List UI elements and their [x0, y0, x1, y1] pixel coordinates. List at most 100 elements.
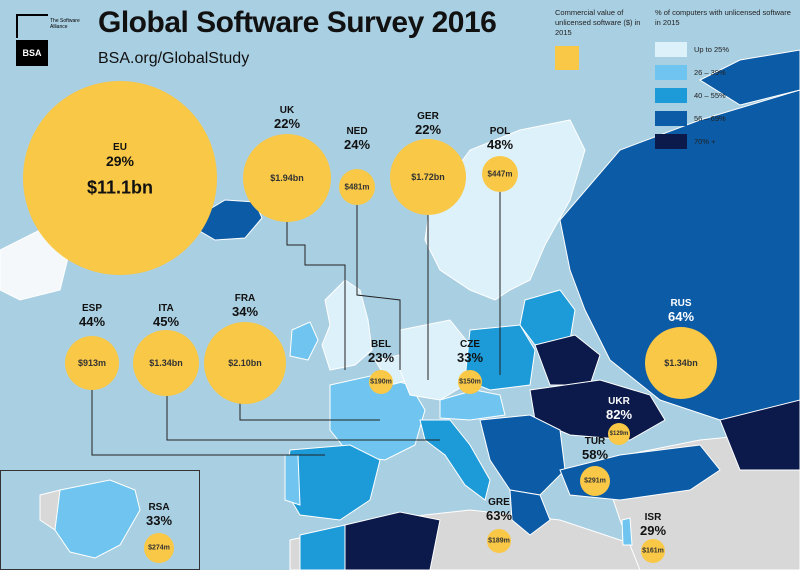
legend-swatch-1	[655, 42, 687, 57]
scandinavia-shape	[424, 119, 586, 301]
region-label-isr: ISR 29%	[640, 512, 666, 538]
region-label-cze: CZE 33%	[457, 339, 483, 365]
region-value: $161m	[642, 547, 664, 555]
region-label-eu: EU 29%	[106, 142, 134, 169]
bubble-rus	[645, 327, 717, 399]
region-pct: 44%	[78, 314, 106, 329]
ita-connector	[166, 395, 440, 441]
region-label-ger: GER 22%	[415, 111, 441, 137]
region-value: $150m	[459, 378, 481, 386]
uk-shape	[321, 279, 373, 371]
ireland-shape	[289, 321, 319, 361]
region-code: ESP	[81, 303, 102, 314]
region-code: RUS	[670, 298, 692, 309]
region-pct: 29%	[639, 523, 667, 538]
region-value: $2.10bn	[228, 358, 262, 368]
bubble-gre	[487, 529, 511, 553]
region-label-fra: FRA 34%	[232, 293, 258, 319]
region-pct: 33%	[456, 350, 484, 365]
region-code: ISR	[644, 512, 662, 523]
region-pct: 33%	[145, 513, 173, 528]
legend-swatch-4	[655, 111, 687, 126]
region-pct: 82%	[605, 407, 633, 422]
region-pct: 48%	[486, 137, 514, 152]
legend-swatch-2	[655, 65, 687, 80]
region-code: TUR	[584, 436, 606, 447]
region-code: CZE	[460, 339, 480, 350]
bubble-tur	[580, 466, 610, 496]
region-label-pol: POL 48%	[487, 126, 513, 152]
region-code: NED	[346, 126, 368, 137]
logo-mark-icon	[16, 14, 48, 38]
region-value: $274m	[148, 544, 170, 552]
region-code: UKR	[608, 396, 630, 407]
arctic-islands-shape	[698, 49, 800, 106]
ned-connector	[356, 205, 401, 370]
legend-band-label: 40 – 55%	[694, 91, 726, 100]
bubble-eu	[23, 81, 217, 275]
legend-share-title: % of computers with unlicensed software …	[655, 8, 791, 27]
region-value: $1.72bn	[411, 172, 445, 182]
region-label-rus: RUS 64%	[668, 298, 694, 324]
legend-band-label: 26 – 39%	[694, 68, 726, 77]
legend-swatch-3	[655, 88, 687, 103]
region-value: $11.1bn	[86, 177, 154, 198]
region-label-esp: ESP 44%	[79, 303, 105, 329]
bubble-pol	[482, 156, 518, 192]
region-label-bel: BEL 23%	[368, 339, 394, 365]
region-value: $1.34bn	[149, 358, 183, 368]
balkans-shape	[479, 414, 566, 496]
logo-tagline: The Software Alliance	[50, 18, 80, 30]
region-value: $1.94bn	[270, 173, 304, 183]
region-code: ITA	[158, 303, 174, 314]
region-label-ned: NED 24%	[344, 126, 370, 152]
region-value: $913m	[77, 358, 107, 368]
greece-shape	[509, 489, 551, 536]
bubble-ger	[390, 139, 466, 215]
region-pct: 22%	[414, 122, 442, 137]
bubble-ned	[339, 169, 375, 205]
region-pct: 24%	[343, 137, 371, 152]
region-code: GRE	[488, 497, 510, 508]
region-value: $190m	[370, 378, 392, 386]
germany-shape	[399, 319, 471, 401]
region-pct: 45%	[152, 314, 180, 329]
legend-band-label: Up to 25%	[694, 45, 730, 54]
bubble-esp	[65, 336, 119, 390]
region-code: POL	[489, 126, 511, 137]
region-code: RSA	[148, 502, 170, 513]
page-title: Global Software Survey 2016	[98, 6, 497, 39]
bubble-cze	[458, 370, 482, 394]
page-subtitle: BSA.org/GlobalStudy	[98, 50, 250, 67]
region-label-ita: ITA 45%	[153, 303, 179, 329]
region-code: FRA	[234, 293, 256, 304]
legend-value-title: Commercial value of unlicensed software …	[555, 8, 641, 37]
bubble-rsa	[144, 533, 174, 563]
bubble-fra	[204, 322, 286, 404]
logo: BSA	[16, 40, 48, 66]
region-label-ukr: UKR 82%	[606, 396, 632, 422]
esp-connector	[91, 390, 325, 456]
region-value: $481m	[344, 182, 370, 192]
kazakhstan-shape	[719, 399, 800, 471]
region-code: UK	[279, 105, 295, 116]
legend-band-label: 56 – 69%	[694, 114, 726, 123]
fra-connector	[239, 400, 380, 421]
region-pct: 63%	[485, 508, 513, 523]
rsa-inset	[0, 470, 200, 570]
region-value: $1.34bn	[664, 358, 698, 368]
region-code: EU	[113, 142, 127, 153]
bubble-bel	[369, 370, 393, 394]
region-value: $189m	[488, 537, 510, 545]
legend-bubble-swatch	[555, 46, 579, 70]
region-pct: 34%	[231, 304, 259, 319]
region-pct: 23%	[367, 350, 395, 365]
uk-connector	[286, 218, 346, 370]
region-pct: 64%	[667, 309, 695, 324]
region-label-tur: TUR 58%	[582, 436, 608, 462]
legend-band-label: 70% +	[694, 137, 716, 146]
belarus-shape	[534, 334, 601, 386]
morocco-shape	[299, 524, 346, 570]
